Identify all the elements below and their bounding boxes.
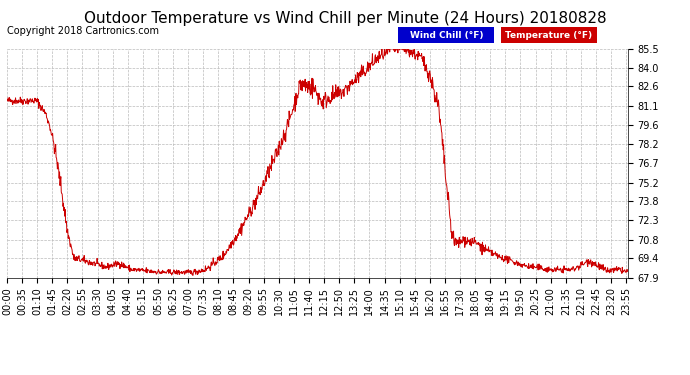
Text: Outdoor Temperature vs Wind Chill per Minute (24 Hours) 20180828: Outdoor Temperature vs Wind Chill per Mi… [83,11,607,26]
Text: Wind Chill (°F): Wind Chill (°F) [409,30,483,39]
FancyBboxPatch shape [501,27,597,43]
Text: Temperature (°F): Temperature (°F) [505,30,592,39]
Text: Copyright 2018 Cartronics.com: Copyright 2018 Cartronics.com [7,26,159,36]
FancyBboxPatch shape [398,27,494,43]
